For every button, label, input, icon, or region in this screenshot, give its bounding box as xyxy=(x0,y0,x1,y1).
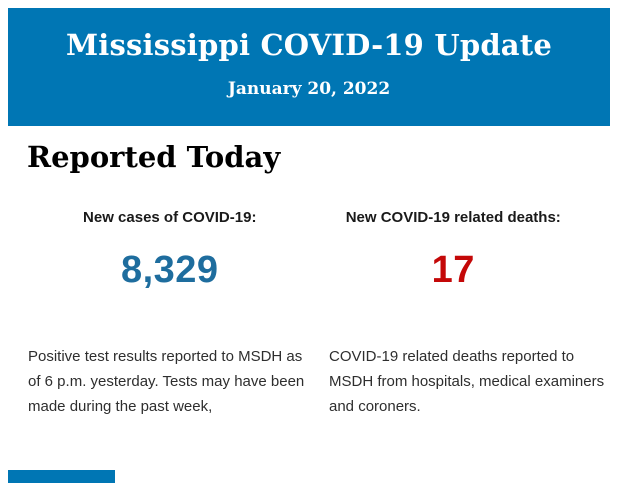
stat-value-new-cases: 8,329 xyxy=(120,249,219,291)
header-banner: Mississippi COVID-19 Update January 20, … xyxy=(8,8,610,126)
stat-description-new-cases: Positive test results reported to MSDH a… xyxy=(28,348,305,415)
descriptions-row: Positive test results reported to MSDH a… xyxy=(28,344,606,419)
stat-label-new-cases: New cases of COVID-19: xyxy=(83,209,257,226)
stat-description-new-deaths: COVID-19 related deaths reported to MSDH… xyxy=(329,348,605,415)
section-heading: Reported Today xyxy=(27,140,281,174)
page-title: Mississippi COVID-19 Update xyxy=(65,28,553,62)
stats-row: New cases of COVID-19: 8,329 New COVID-1… xyxy=(28,208,595,289)
stat-value-new-deaths: 17 xyxy=(431,249,475,291)
footer-partial-bar xyxy=(8,470,115,483)
stat-label-new-deaths: New COVID-19 related deaths: xyxy=(345,209,561,226)
report-date: January 20, 2022 xyxy=(227,79,391,99)
stat-card-new-cases: New cases of COVID-19: 8,329 xyxy=(28,208,312,289)
stat-card-new-deaths: New COVID-19 related deaths: 17 xyxy=(312,208,596,289)
